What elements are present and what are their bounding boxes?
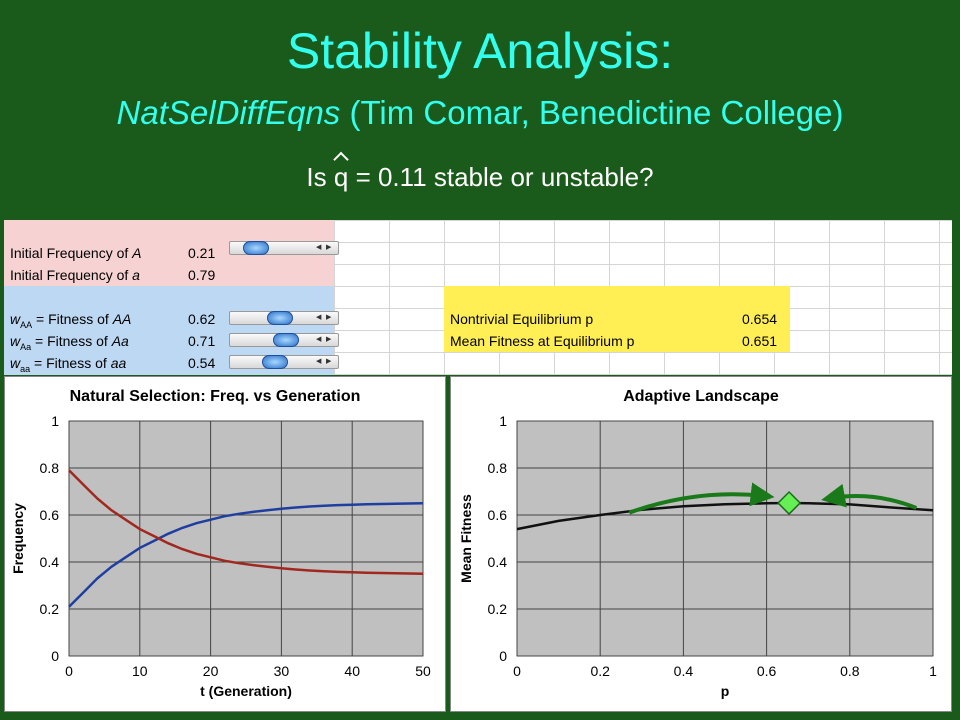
y-tick-label: 0.8 xyxy=(488,460,508,476)
plot-area xyxy=(516,420,934,657)
init-a-value: 0.79 xyxy=(188,267,216,283)
y-tick-label: 1 xyxy=(51,413,59,429)
stability-arrow-2 xyxy=(821,483,918,510)
y-tick-label: 0 xyxy=(51,648,59,664)
x-tick-label: 30 xyxy=(274,663,290,679)
x-tick-label: 40 xyxy=(344,663,360,679)
init-a-label: Initial Frequency of a xyxy=(10,267,140,283)
x-tick-label: 0.4 xyxy=(674,663,694,679)
x-tick-label: 10 xyxy=(132,663,148,679)
series-line-1 xyxy=(516,501,934,531)
equilibrium-marker xyxy=(777,490,802,516)
y-tick-label: 1 xyxy=(499,413,507,429)
y-tick-label: 0.2 xyxy=(488,601,508,617)
x-tick-label: 0.2 xyxy=(590,663,610,679)
x-tick-label: 0.6 xyxy=(757,663,777,679)
y-axis-label: Frequency xyxy=(10,503,26,574)
waa-value: 0.54 xyxy=(188,355,216,371)
init-A-label: Initial Frequency of A xyxy=(10,245,142,261)
x-tick-label: 0.8 xyxy=(840,663,860,679)
slider-left-arrow-icon[interactable]: ◀ xyxy=(316,244,322,251)
frequency-chart-panel: Natural Selection: Freq. vs Generation 0 1… xyxy=(4,376,446,712)
landscape-chart: Adaptive Landscape 0 0.2 0.4 0.6 0.8 1 0 0.2 0.4 0… xyxy=(458,388,937,699)
equilibrium-label: Nontrivial Equilibrium p xyxy=(450,311,594,327)
spreadsheet: Initial Frequency of A 0.21 ◀ ▶ Initial … xyxy=(4,220,952,375)
slider-left-arrow-icon[interactable]: ◀ xyxy=(316,358,322,365)
slider-right-arrow-icon[interactable]: ▶ xyxy=(326,336,332,343)
chart-title: Adaptive Landscape xyxy=(623,388,779,405)
y-tick-label: 0.2 xyxy=(40,601,60,617)
x-axis-label: p xyxy=(721,683,730,699)
x-tick-label: 0 xyxy=(513,663,521,679)
series-line-2 xyxy=(68,469,424,576)
q-hat-variable: q xyxy=(333,162,349,192)
slide-question: Is q = 0.11 stable or unstable? xyxy=(0,160,960,194)
y-tick-label: 0.6 xyxy=(40,507,60,523)
init-A-slider[interactable]: ◀ ▶ xyxy=(229,241,339,255)
wAa-slider[interactable]: ◀ ▶ xyxy=(229,333,339,347)
x-tick-label: 20 xyxy=(203,663,219,679)
wAA-label: wAA = Fitness of AA xyxy=(10,311,132,330)
slider-right-arrow-icon[interactable]: ▶ xyxy=(326,358,332,365)
subtitle-program-name: NatSelDiffEqns xyxy=(116,94,341,131)
chart-title: Natural Selection: Freq. vs Generation xyxy=(70,388,361,405)
slider-left-arrow-icon[interactable]: ◀ xyxy=(316,336,322,343)
slide-title: Stability Analysis: xyxy=(286,23,674,79)
frequency-chart: Natural Selection: Freq. vs Generation 0 1… xyxy=(10,388,431,699)
wAA-slider[interactable]: ◀ ▶ xyxy=(229,311,339,325)
x-tick-label: 50 xyxy=(415,663,431,679)
slider-thumb[interactable] xyxy=(267,311,293,325)
question-prefix: Is xyxy=(306,162,334,192)
slider-right-arrow-icon[interactable]: ▶ xyxy=(326,314,332,321)
y-tick-label: 0 xyxy=(499,648,507,664)
y-tick-label: 0.4 xyxy=(488,554,508,570)
y-tick-label: 0.4 xyxy=(40,554,60,570)
wAa-value: 0.71 xyxy=(188,333,216,349)
x-tick-label: 0 xyxy=(65,663,73,679)
x-axis-label: t (Generation) xyxy=(200,683,292,699)
wAa-label: wAa = Fitness of Aa xyxy=(10,333,129,352)
y-tick-label: 0.6 xyxy=(488,507,508,523)
stability-arrow-1 xyxy=(628,482,775,515)
series-line-1 xyxy=(68,502,424,608)
waa-label: waa = Fitness of aa xyxy=(10,355,127,374)
slide-subtitle: NatSelDiffEqns (Tim Comar, Benedictine C… xyxy=(0,93,960,133)
init-A-value: 0.21 xyxy=(188,245,216,261)
y-tick-label: 0.8 xyxy=(40,460,60,476)
slider-thumb[interactable] xyxy=(243,241,269,255)
plot-area xyxy=(68,420,424,657)
slider-right-arrow-icon[interactable]: ▶ xyxy=(326,244,332,251)
waa-slider[interactable]: ◀ ▶ xyxy=(229,355,339,369)
wAA-value: 0.62 xyxy=(188,311,216,327)
y-axis-label: Mean Fitness xyxy=(458,494,474,583)
mean-fitness-label: Mean Fitness at Equilibrium p xyxy=(450,333,635,349)
slider-left-arrow-icon[interactable]: ◀ xyxy=(316,314,322,321)
question-suffix: = 0.11 stable or unstable? xyxy=(348,162,654,192)
subtitle-author: (Tim Comar, Benedictine College) xyxy=(340,94,844,131)
x-tick-label: 1 xyxy=(929,663,937,679)
equilibrium-value: 0.654 xyxy=(742,311,778,327)
slider-thumb[interactable] xyxy=(273,333,299,347)
slider-thumb[interactable] xyxy=(262,355,288,369)
landscape-chart-panel: Adaptive Landscape 0 0.2 0.4 0.6 0.8 1 0 0.2 0.4 0… xyxy=(450,376,952,712)
mean-fitness-value: 0.651 xyxy=(742,333,778,349)
equilibrium-block xyxy=(444,286,790,352)
